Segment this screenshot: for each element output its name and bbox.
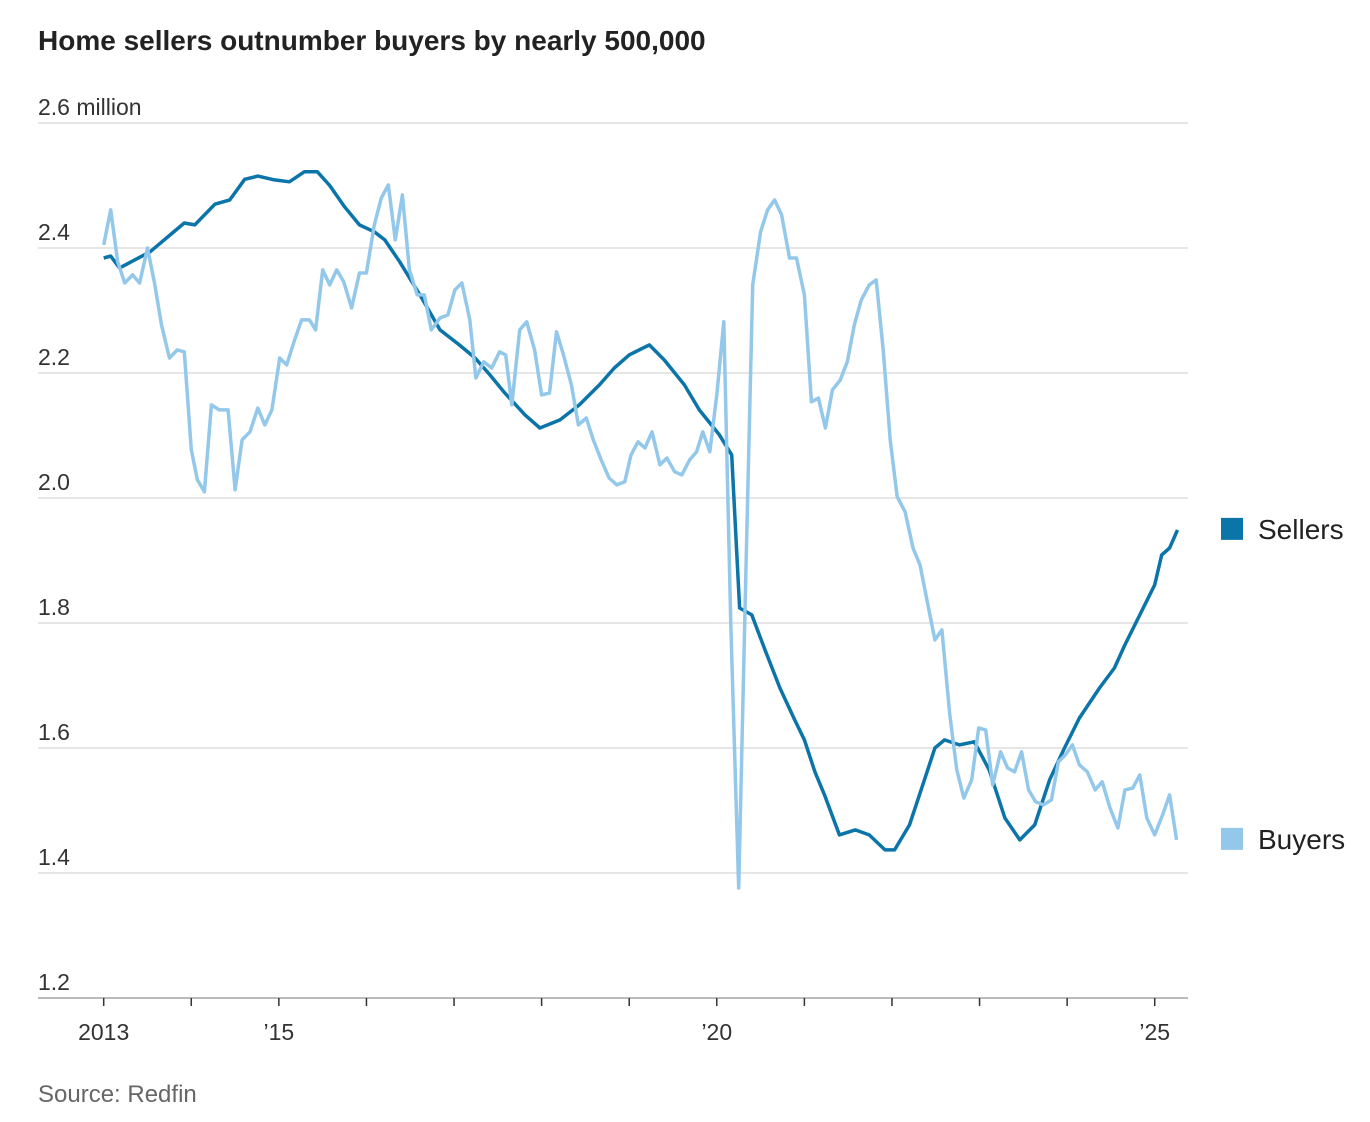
x-tick-label: ’25	[1139, 1019, 1170, 1045]
legend-swatch	[1221, 827, 1243, 850]
y-tick-label: 1.4	[38, 844, 70, 870]
legend-swatch	[1221, 517, 1243, 540]
source: Source: Redfin	[38, 1081, 197, 1108]
y-tick-label: 1.6	[38, 719, 70, 745]
x-tick-label: 2013	[78, 1019, 129, 1045]
y-tick-label: 1.8	[38, 594, 70, 620]
series-line	[103, 170, 1180, 852]
y-tick-label: 2.4	[38, 219, 70, 245]
series-line	[101, 183, 1179, 890]
y-tick-label: 1.2	[38, 969, 70, 995]
y-tick-label: 2.0	[38, 469, 70, 495]
legend-label: Sellers	[1258, 514, 1344, 545]
chart-title: Home sellers outnumber buyers by nearly …	[38, 25, 706, 56]
x-tick-label: ’20	[701, 1019, 732, 1045]
legend-label: Buyers	[1258, 824, 1345, 855]
x-tick-label: ’15	[264, 1019, 295, 1045]
y-tick-label: 2.2	[38, 344, 70, 370]
y-tick-label: 2.6 million	[38, 94, 142, 120]
